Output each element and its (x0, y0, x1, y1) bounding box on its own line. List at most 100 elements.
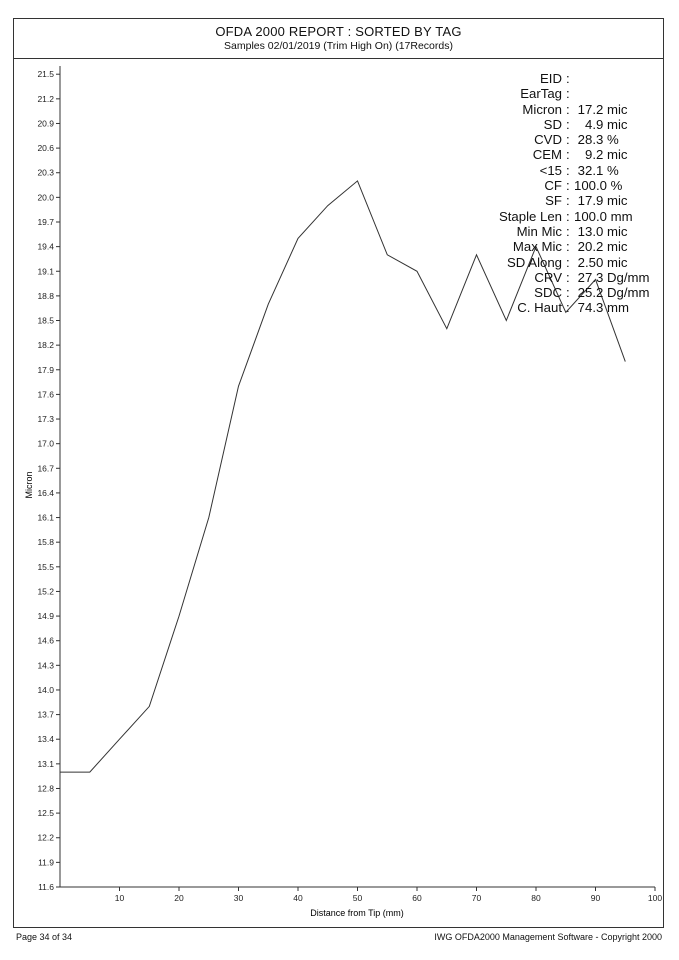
stat-value: 9.2 mic (574, 147, 628, 163)
stat-separator: : (566, 162, 570, 178)
stat-value: 100.0 mm (574, 208, 633, 224)
x-tick-label: 20 (174, 893, 184, 903)
report-header: OFDA 2000 REPORT : SORTED BY TAG Samples… (14, 19, 663, 59)
stat-label: Min Mic (516, 223, 562, 239)
y-tick-label: 21.5 (37, 69, 54, 79)
stat-row: SD Along: 2.50 mic (470, 255, 670, 270)
y-tick-label: 14.6 (37, 636, 54, 646)
y-tick-label: 17.9 (37, 365, 54, 375)
stat-separator: : (566, 239, 570, 255)
stat-label: EID (540, 71, 562, 86)
y-tick-label: 15.8 (37, 537, 54, 547)
y-tick-label: 12.5 (37, 808, 54, 818)
stat-value: 2.50 mic (574, 254, 628, 270)
y-tick-label: 19.7 (37, 217, 54, 227)
report-frame: OFDA 2000 REPORT : SORTED BY TAG Samples… (13, 18, 664, 928)
stat-separator: : (566, 178, 570, 194)
stat-separator: : (566, 147, 570, 163)
stat-label: Staple Len (498, 208, 562, 224)
y-tick-label: 19.1 (37, 266, 54, 276)
y-tick-label: 15.2 (37, 586, 54, 596)
stat-row: C. Haut: 74.3 mm (470, 300, 670, 315)
stat-row: Max Mic: 20.2 mic (470, 239, 670, 254)
y-tick-label: 14.9 (37, 611, 54, 621)
y-tick-label: 19.4 (37, 242, 54, 252)
stat-label: CVD (534, 132, 562, 148)
report-subtitle: Samples 02/01/2019 (Trim High On) (17Rec… (224, 40, 453, 52)
stat-row: SD: 4.9 mic (470, 117, 670, 132)
stat-label: SD Along (507, 254, 562, 270)
stat-row: Micron: 17.2 mic (470, 102, 670, 117)
y-tick-label: 16.1 (37, 513, 54, 523)
stat-separator: : (566, 223, 570, 239)
y-tick-label: 20.6 (37, 143, 54, 153)
y-tick-label: 12.2 (37, 833, 54, 843)
y-tick-label: 14.3 (37, 660, 54, 670)
x-axis-label: Distance from Tip (mm) (310, 908, 404, 918)
y-axis-label: Micron (24, 471, 34, 498)
stat-row: CEM: 9.2 mic (470, 147, 670, 162)
stat-label: CRV (534, 269, 562, 285)
stat-separator: : (566, 254, 570, 270)
stat-value: 25.2 Dg/mm (574, 285, 650, 301)
y-tick-label: 20.0 (37, 192, 54, 202)
stat-value: 17.2 mic (574, 101, 628, 117)
stat-value: 28.3 % (574, 132, 619, 148)
x-axis-ticks: 10 20 30 40 50 60 70 80 90 100 (115, 887, 662, 903)
y-tick-label: 15.5 (37, 562, 54, 572)
stat-row: CVD: 28.3 % (470, 132, 670, 147)
stat-separator: : (566, 132, 570, 148)
y-tick-label: 18.5 (37, 316, 54, 326)
stat-label: EarTag (520, 86, 562, 102)
y-tick-label: 17.0 (37, 439, 54, 449)
y-tick-label: 18.8 (37, 291, 54, 301)
stat-separator: : (566, 86, 570, 102)
y-tick-label: 13.1 (37, 759, 54, 769)
report-title: OFDA 2000 REPORT : SORTED BY TAG (215, 24, 462, 39)
y-tick-label: 12.8 (37, 783, 54, 793)
copyright-footer: IWG OFDA2000 Management Software - Copyr… (434, 932, 662, 942)
stat-label: Max Mic (512, 239, 562, 255)
stat-row: Staple Len:100.0 mm (470, 209, 670, 224)
y-axis-ticks: 11.6 11.9 12.2 12.5 12.8 13.1 13.4 13.7 14.0 14.3… (37, 69, 60, 892)
stat-row: CRV: 27.3 Dg/mm (470, 270, 670, 285)
stat-separator: : (566, 116, 570, 132)
x-tick-label: 50 (353, 893, 363, 903)
y-tick-label: 17.3 (37, 414, 54, 424)
y-tick-label: 20.9 (37, 118, 54, 128)
x-tick-label: 40 (293, 893, 303, 903)
stat-row: Min Mic: 13.0 mic (470, 224, 670, 239)
stat-separator: : (566, 71, 570, 86)
stat-separator: : (566, 193, 570, 209)
x-tick-label: 90 (591, 893, 601, 903)
stat-separator: : (566, 269, 570, 285)
x-tick-label: 80 (531, 893, 541, 903)
y-tick-label: 16.4 (37, 488, 54, 498)
x-tick-label: 30 (234, 893, 244, 903)
stat-value: 32.1 % (574, 162, 619, 178)
stat-label: SDC (534, 285, 562, 301)
stat-value: 13.0 mic (574, 223, 628, 239)
stat-value: 4.9 mic (574, 116, 628, 132)
stat-value: 17.9 mic (574, 193, 628, 209)
stat-value: 20.2 mic (574, 239, 628, 255)
stat-separator: : (566, 208, 570, 224)
y-tick-label: 13.7 (37, 710, 54, 720)
stat-separator: : (566, 101, 570, 117)
stat-separator: : (566, 285, 570, 301)
stat-label: SD (543, 116, 562, 132)
y-tick-label: 16.7 (37, 463, 54, 473)
y-tick-label: 14.0 (37, 685, 54, 695)
x-tick-label: 70 (472, 893, 482, 903)
stat-row: EarTag: (470, 86, 670, 101)
stat-label: CF (544, 178, 562, 194)
stat-value: 74.3 mm (574, 300, 629, 316)
stat-label: CEM (532, 147, 562, 163)
micron-profile-line (60, 180, 626, 773)
y-tick-label: 13.4 (37, 734, 54, 744)
y-tick-label: 20.3 (37, 168, 54, 178)
stat-label: SF (545, 193, 562, 209)
stat-row: EID: (470, 71, 670, 86)
stat-value: 100.0 % (574, 178, 623, 194)
